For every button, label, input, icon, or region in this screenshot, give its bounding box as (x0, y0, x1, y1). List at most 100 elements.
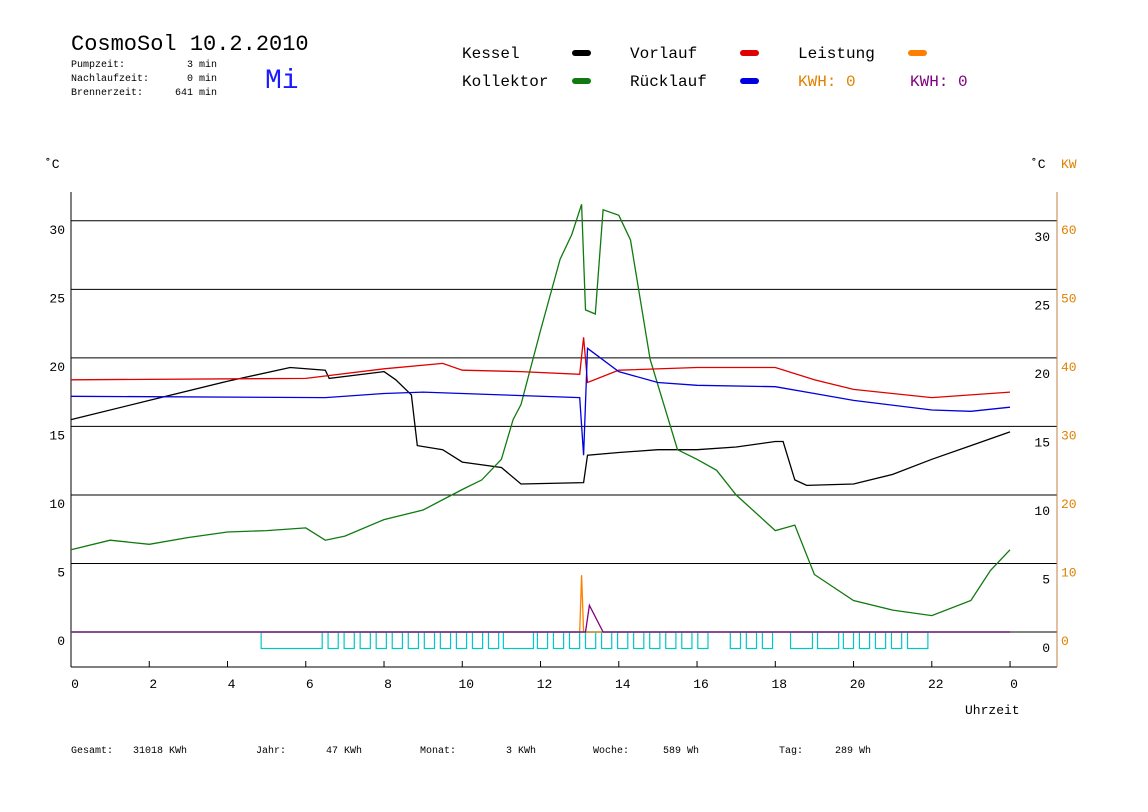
legend-label: Rücklauf (630, 73, 707, 91)
pump-interval (789, 631, 814, 650)
legend-label: Leistung (798, 45, 875, 63)
y2-axis-label: KW (1061, 157, 1077, 172)
y2-tick-label: 10 (1061, 566, 1077, 581)
y2-axis-label-temp: ˚C (1030, 157, 1046, 172)
pump-interval (327, 631, 339, 650)
pump-interval (536, 631, 549, 650)
footer-value: 589 Wh (663, 745, 699, 757)
y-tick-label-right: 5 (1042, 573, 1050, 588)
y2-tick-label: 40 (1061, 360, 1077, 375)
pump-interval (260, 631, 323, 650)
y-tick-label-right: 15 (1034, 435, 1050, 450)
x-axis-label: Uhrzeit (965, 703, 1020, 718)
y-tick-label-right: 10 (1034, 504, 1050, 519)
pump-interval (617, 631, 629, 650)
series-line (70, 347, 1011, 456)
pump-interval (681, 631, 693, 650)
y2-tick-label: 30 (1061, 428, 1077, 443)
pump-interval (633, 631, 645, 650)
y-tick-label-right: 30 (1034, 230, 1050, 245)
y-tick-label: 25 (49, 291, 65, 306)
pump-interval (697, 631, 709, 650)
x-tick-label: 12 (537, 677, 553, 692)
x-tick-label: 14 (615, 677, 631, 692)
y-tick-label: 0 (57, 634, 65, 649)
y2-tick-label: 60 (1061, 223, 1077, 238)
series-line (70, 337, 1011, 399)
pump-interval (890, 631, 903, 650)
stat-value: 3 min (187, 59, 217, 71)
stat-label: Pumpzeit: (71, 59, 125, 71)
pump-interval (745, 631, 758, 650)
pump-interval (502, 631, 535, 650)
series-line (71, 603, 1010, 633)
footer-label: Jahr: (256, 745, 286, 757)
pump-interval (906, 631, 929, 650)
footer-value: 47 KWh (326, 745, 362, 757)
y2-tick-label: 50 (1061, 291, 1077, 306)
footer-label: Woche: (593, 745, 629, 757)
legend-label: Kessel (462, 45, 520, 63)
pump-interval (455, 631, 468, 650)
y2-tick-label: 20 (1061, 497, 1077, 512)
y-axis-label: ˚C (44, 157, 60, 172)
pump-interval (816, 631, 840, 650)
pump-interval (584, 631, 597, 650)
pump-interval (858, 631, 871, 650)
x-tick-label: 4 (228, 677, 236, 692)
x-tick-label: 10 (458, 677, 474, 692)
y-tick-label-right: 0 (1042, 641, 1050, 656)
series-line (71, 575, 1010, 633)
kwh-label: KWH: 0 (798, 73, 856, 91)
day: Mi (265, 66, 299, 97)
y-tick-label: 15 (49, 428, 65, 443)
pump-interval (842, 631, 855, 650)
pump-interval (729, 631, 742, 650)
stat-label: Brennerzeit: (71, 87, 143, 99)
pump-interval (665, 631, 677, 650)
x-tick-label: 22 (928, 677, 944, 692)
title: CosmoSol 10.2.2010 (71, 32, 309, 57)
footer-label: Monat: (420, 746, 456, 757)
pump-interval (391, 631, 404, 650)
pump-interval (874, 631, 887, 650)
pump-interval (568, 631, 581, 650)
y-tick-label: 30 (49, 223, 65, 238)
series-line (70, 204, 1011, 617)
pump-interval (343, 631, 355, 650)
y-tick-label: 20 (49, 360, 65, 375)
pump-interval (439, 631, 452, 650)
x-tick-label: 8 (384, 677, 392, 692)
pump-interval (375, 631, 387, 650)
x-tick-label: 6 (306, 677, 314, 692)
stat-value: 0 min (187, 73, 217, 85)
x-tick-label: 0 (1010, 677, 1018, 692)
stat-value: 641 min (175, 87, 217, 99)
legend-label: Kollektor (462, 73, 548, 91)
kwh-label: KWH: 0 (910, 73, 968, 91)
pump-interval (423, 631, 436, 650)
x-tick-label: 18 (771, 677, 787, 692)
pump-interval (761, 631, 774, 650)
pump-interval (552, 631, 565, 650)
footer-value: 31018 KWh (133, 745, 187, 757)
footer-value: 289 Wh (835, 745, 871, 757)
pump-interval (407, 631, 420, 650)
footer-value: 3 KWh (506, 745, 536, 757)
pump-interval (649, 631, 661, 650)
stat-label: Nachlaufzeit: (71, 73, 149, 85)
pump-interval (600, 631, 613, 650)
footer-label: Gesamt: (71, 746, 113, 757)
pump-interval (471, 631, 484, 650)
x-tick-label: 20 (850, 677, 866, 692)
x-tick-label: 16 (693, 677, 709, 692)
pump-interval (487, 631, 500, 650)
pump-interval (359, 631, 371, 650)
x-tick-label: 0 (71, 677, 79, 692)
y-tick-label: 10 (49, 497, 65, 512)
x-tick-label: 2 (149, 677, 157, 692)
y-tick-label: 5 (57, 566, 65, 581)
y-tick-label-right: 25 (1034, 298, 1050, 313)
y-tick-label-right: 20 (1034, 367, 1050, 382)
